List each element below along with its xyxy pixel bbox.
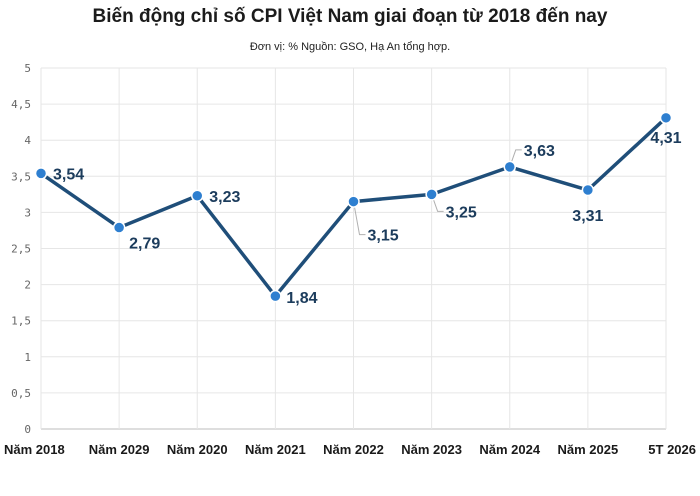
x-tick-label: Năm 2023 [401,442,462,457]
x-tick-label: Năm 2029 [89,442,150,457]
x-axis-ticks: Năm 2018 Năm 2029 Năm 2020 Năm 2021 Năm 2022… [4,442,696,457]
x-tick-label: 5T 2026 [648,442,696,457]
data-label: 3,23 [209,189,240,206]
x-tick-label: Năm 2020 [167,442,228,457]
y-tick-label: 1 [24,351,31,364]
y-tick-label: 2,5 [11,243,31,256]
y-tick-label: 4 [24,134,31,147]
chart-subtitle: Đơn vị: % Nguồn: GSO, Hạ An tổng hợp. [249,41,451,53]
data-point [659,111,673,125]
data-labels: 3,54 2,79 3,23 1,84 3,15 3,25 3,63 3,31 4,31 [53,130,682,307]
y-tick-label: 2 [24,279,31,292]
data-label: 3,54 [53,166,84,183]
x-tick-label: Năm 2021 [245,442,306,457]
data-label: 2,79 [129,236,160,253]
y-axis-ticks: 0 0,5 1 1,5 2 2,5 3 3,5 4 4,5 5 [11,62,31,436]
y-tick-label: 0 [24,423,31,436]
data-point [425,188,438,201]
y-tick-label: 5 [24,62,31,75]
data-point [269,289,282,303]
data-label: 3,15 [368,228,399,245]
x-tick-label: Năm 2022 [323,442,384,457]
y-tick-label: 3,5 [11,170,31,183]
x-tick-label: Năm 2025 [558,442,619,457]
data-point [503,160,516,174]
data-label: 4,31 [650,130,681,147]
data-point [347,195,360,208]
data-point [191,189,204,203]
data-label: 1,84 [286,290,317,307]
y-tick-label: 1,5 [11,315,31,328]
label-leader [353,201,366,236]
data-label: 3,31 [572,208,603,225]
data-point [581,183,595,197]
data-points [34,111,673,303]
y-tick-label: 0,5 [11,387,31,400]
data-point [34,167,48,180]
y-tick-label: 3 [24,206,31,219]
x-tick-label: Năm 2018 [4,442,65,457]
data-label: 3,63 [524,143,555,160]
data-point [112,221,126,234]
grid-lines [40,67,667,430]
chart-title: Biến động chỉ số CPI Việt Nam giai đoạn … [92,6,608,27]
x-tick-label: Năm 2024 [479,442,540,457]
y-tick-label: 4,5 [11,98,31,111]
data-label: 3,25 [446,204,477,221]
